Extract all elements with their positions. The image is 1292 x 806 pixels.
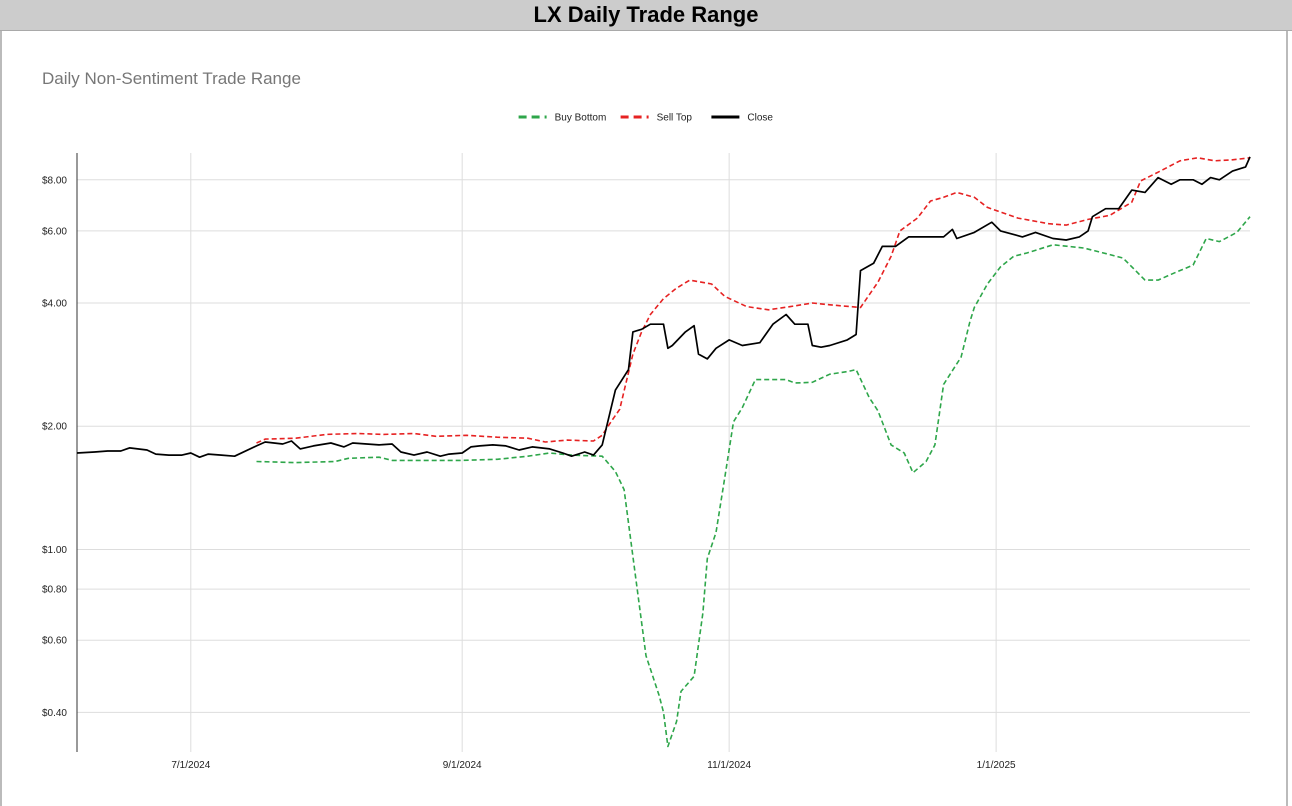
x-tick-label: 7/1/2024 — [171, 760, 210, 771]
x-tick-label: 1/1/2025 — [977, 760, 1016, 771]
x-tick-label: 9/1/2024 — [443, 760, 482, 771]
legend-label: Sell Top — [657, 113, 693, 124]
chart-series — [76, 156, 1251, 748]
window-title-bar: LX Daily Trade Range — [0, 0, 1292, 31]
series-line-buy-bottom — [256, 216, 1251, 748]
y-tick-label: $6.00 — [42, 226, 67, 237]
chart-grid — [77, 153, 1250, 752]
series-line-sell-top — [256, 157, 1251, 444]
y-tick-label: $0.80 — [42, 585, 67, 596]
y-tick-label: $0.40 — [42, 708, 67, 719]
y-tick-label: $2.00 — [42, 422, 67, 433]
y-tick-label: $8.00 — [42, 175, 67, 186]
chart-frame — [0, 31, 1288, 806]
chart-axes: $0.40 $0.60 $0.80 $1.00 $2.00 $4.00 $6.00 $8.00… — [42, 153, 1016, 771]
page-title: LX Daily Trade Range — [533, 2, 759, 27]
y-tick-label: $0.60 — [42, 636, 67, 647]
legend-label: Close — [747, 113, 773, 124]
y-tick-label: $4.00 — [42, 298, 67, 309]
chart-subtitle: Daily Non-Sentiment Trade Range — [42, 69, 301, 88]
x-tick-label: 11/1/2024 — [707, 760, 751, 771]
chart-legend: Buy Bottom Sell Top Close — [518, 113, 773, 124]
y-tick-label: $1.00 — [42, 545, 67, 556]
legend-label: Buy Bottom — [555, 113, 607, 124]
series-line-close — [76, 156, 1251, 459]
